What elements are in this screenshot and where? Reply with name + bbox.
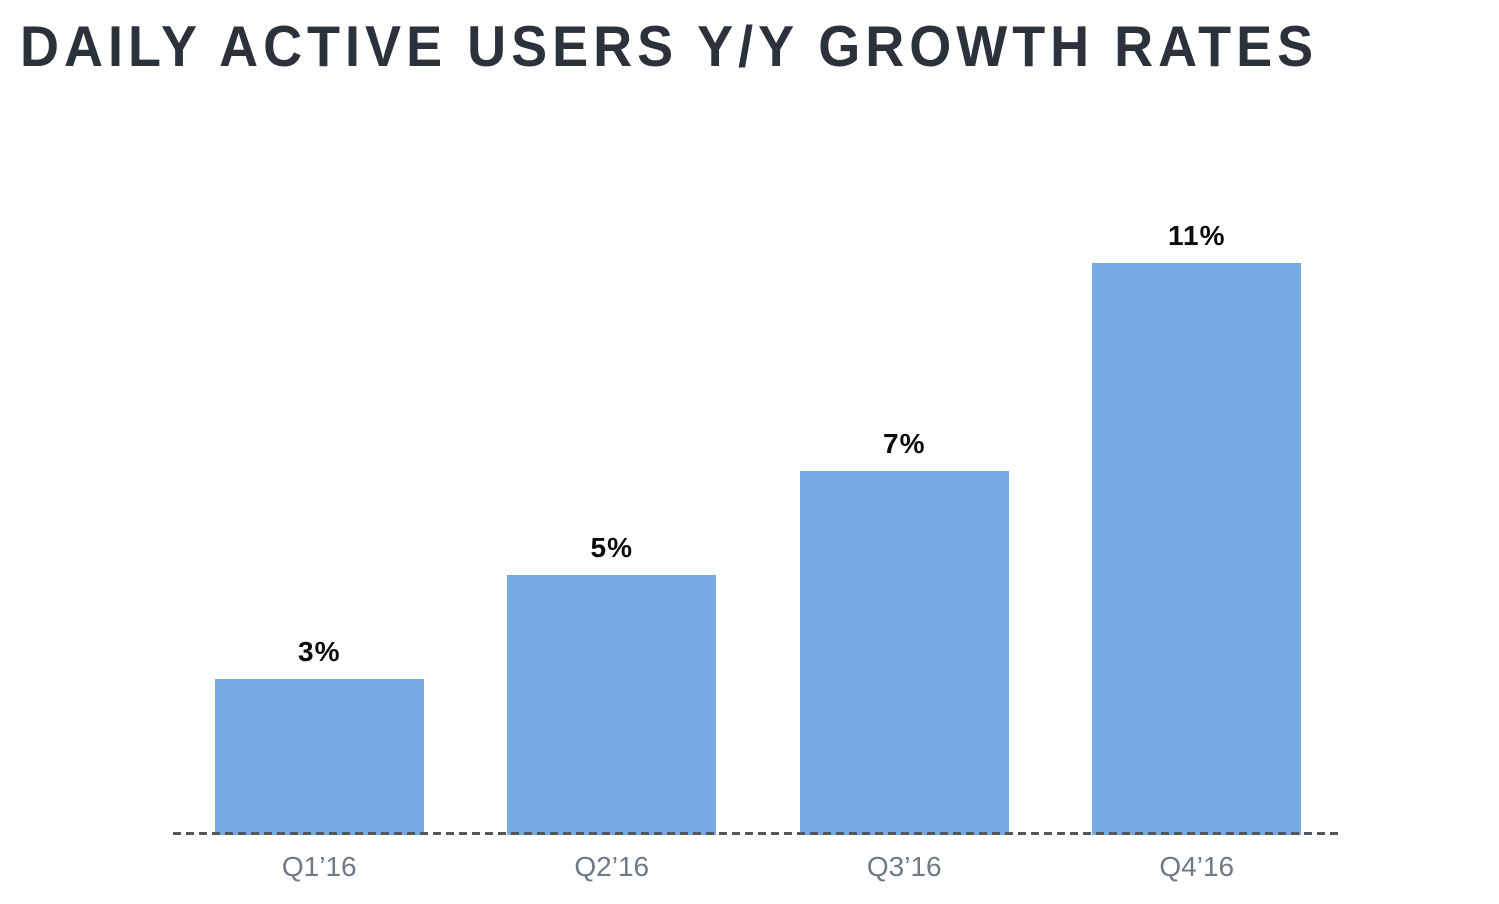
- bar-group-1: 3% Q1’16: [173, 66, 466, 882]
- bar-4: [1092, 263, 1302, 835]
- x-axis-tick-label: Q2’16: [574, 851, 650, 882]
- x-axis-tick-label: Q1’16: [281, 851, 357, 882]
- x-axis-tick-label: Q3’16: [866, 851, 942, 882]
- bar-3: [799, 471, 1009, 835]
- bar-group-4: 11% Q4’16: [1051, 66, 1344, 882]
- plot-area: 3% Q1’16 5% Q2’16 7% Q3’16 11% Q4’16: [173, 66, 1344, 882]
- bar-value-label: 7%: [883, 428, 926, 459]
- bar-value-label: 11%: [1168, 220, 1226, 251]
- x-axis-baseline: [173, 832, 1343, 835]
- bar-value-label: 5%: [590, 532, 633, 563]
- bar-group-3: 7% Q3’16: [758, 66, 1051, 882]
- bar-value-label: 3%: [298, 636, 341, 667]
- chart-title: DAILY ACTIVE USERS Y/Y GROWTH RATES: [20, 15, 1319, 79]
- bar-2: [507, 575, 717, 835]
- bar-1: [214, 679, 424, 835]
- bar-group-2: 5% Q2’16: [466, 66, 759, 882]
- x-axis-tick-label: Q4’16: [1159, 851, 1235, 882]
- bars-container: 3% Q1’16 5% Q2’16 7% Q3’16 11% Q4’16: [173, 66, 1344, 882]
